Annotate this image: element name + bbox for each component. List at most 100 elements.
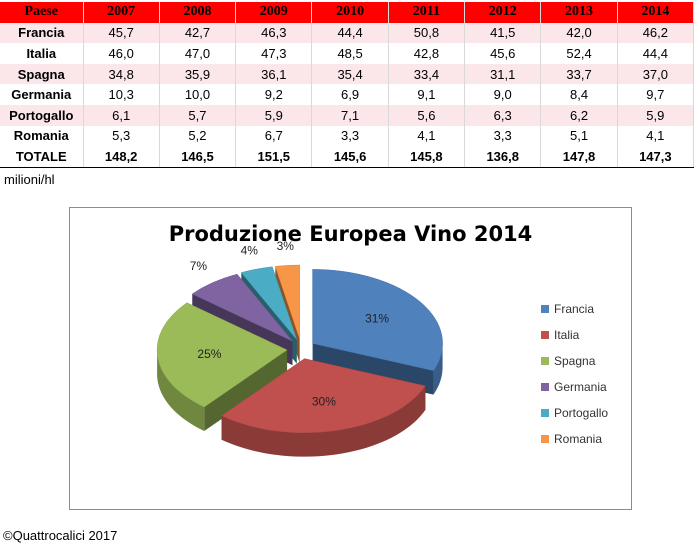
- pie-data-label: 30%: [312, 395, 336, 409]
- pie-data-label: 25%: [197, 347, 221, 361]
- pie-tops: [156, 264, 443, 433]
- table-cell: 47,0: [159, 43, 237, 64]
- table-row: Portogallo 6,1 5,7 5,9 7,1 5,6 6,3 6,2 5,9: [0, 104, 695, 126]
- table-cell: 3,3: [311, 125, 389, 147]
- table-header-row: Paese 2007 2008 2009 2010 2011 2012 2013…: [0, 2, 695, 23]
- table-cell: 5,6: [388, 104, 466, 126]
- table-cell: 5,2: [159, 125, 237, 147]
- table-cell: 4,1: [388, 125, 466, 147]
- chart-container: Produzione Europea Vino 2014 31% 30% 25% 7%…: [69, 207, 632, 510]
- table-cell: 9,0: [464, 84, 542, 105]
- table-cell: 33,7: [540, 63, 618, 85]
- header-2010: 2010: [311, 2, 389, 23]
- production-table: Paese 2007 2008 2009 2010 2011 2012 2013…: [0, 2, 695, 168]
- header-2014: 2014: [617, 2, 695, 23]
- table-total-row: TOTALE 148,2 146,5 151,5 145,6 145,8 136,8 147,…: [0, 146, 695, 168]
- table-cell: 6,2: [540, 104, 618, 126]
- table-cell: 5,9: [617, 104, 695, 126]
- table-cell: 45,6: [464, 43, 542, 64]
- pie-data-label: 7%: [190, 259, 208, 273]
- row-label: Francia: [0, 22, 84, 44]
- copyright-text: ©Quattrocalici 2017: [3, 528, 118, 543]
- table-cell: 146,5: [159, 146, 237, 168]
- pie-slice-romania: [274, 264, 300, 340]
- legend-label: Portogallo: [554, 406, 609, 420]
- table-cell: 5,9: [235, 104, 313, 126]
- pie-slice-side: [204, 349, 288, 431]
- table-cell: 42,0: [540, 22, 618, 44]
- legend-swatch: [541, 305, 549, 313]
- header-2007: 2007: [83, 2, 160, 23]
- unit-label: milioni/hl: [4, 172, 55, 187]
- header-2011: 2011: [388, 2, 466, 23]
- table-cell: 7,1: [311, 104, 389, 126]
- row-label: Italia: [0, 43, 84, 64]
- pie-data-label: 4%: [241, 243, 259, 257]
- table-cell: 9,7: [617, 84, 695, 105]
- table-row: Francia 45,7 42,7 46,3 44,4 50,8 41,5 42,0 46,2: [0, 22, 695, 44]
- table-cell: 5,3: [83, 125, 160, 147]
- table-cell: 6,9: [311, 84, 389, 105]
- header-2009: 2009: [235, 2, 313, 23]
- table-cell: 10,3: [83, 84, 160, 105]
- table-row: Germania 10,3 10,0 9,2 6,9 9,1 9,0 8,4 9,7: [0, 84, 695, 105]
- pie-slice-spagna: [156, 302, 288, 408]
- table-body: Francia 45,7 42,7 46,3 44,4 50,8 41,5 42,0 46,2 I…: [0, 22, 695, 168]
- table-cell: 47,3: [235, 43, 313, 64]
- table-cell: 44,4: [311, 22, 389, 44]
- table-cell: 41,5: [464, 22, 542, 44]
- table-cell: 5,7: [159, 104, 237, 126]
- pie-chart: 31% 30% 25% 7% 4% 3%: [156, 239, 443, 457]
- pie-slice-portogallo: [240, 266, 297, 340]
- pie-slice-wall: [221, 385, 426, 457]
- header-paese: Paese: [0, 2, 84, 23]
- table-cell: 46,2: [617, 22, 695, 44]
- header-2013: 2013: [540, 2, 618, 23]
- table-row: Romania 5,3 5,2 6,7 3,3 4,1 3,3 5,1 4,1: [0, 125, 695, 147]
- table-cell: 35,4: [311, 63, 389, 85]
- table-cell: 145,6: [311, 146, 389, 168]
- pie-slice-germania: [191, 273, 293, 342]
- pie-data-label: 31%: [365, 311, 389, 325]
- legend-swatch: [541, 435, 549, 443]
- table-cell: 45,7: [83, 22, 160, 44]
- row-label: Portogallo: [0, 104, 84, 126]
- table-cell: 37,0: [617, 63, 695, 85]
- table-cell: 46,0: [83, 43, 160, 64]
- table-cell: 9,1: [388, 84, 466, 105]
- table-cell: 9,2: [235, 84, 313, 105]
- row-label: Spagna: [0, 63, 84, 85]
- table-cell: 46,3: [235, 22, 313, 44]
- header-2012: 2012: [464, 2, 542, 23]
- table-cell: 3,3: [464, 125, 542, 147]
- row-label: Romania: [0, 125, 84, 147]
- table-cell: 6,3: [464, 104, 542, 126]
- table-row: Italia 46,0 47,0 47,3 48,5 42,8 45,6 52,4 44,4: [0, 43, 695, 64]
- table-cell: 35,9: [159, 63, 237, 85]
- table-cell: 147,3: [617, 146, 695, 168]
- legend-swatch: [541, 409, 549, 417]
- legend-label: Romania: [554, 432, 603, 446]
- table-cell: 6,1: [83, 104, 160, 126]
- table-cell: 136,8: [464, 146, 542, 168]
- table-row: Spagna 34,8 35,9 36,1 35,4 33,4 31,1 33,7 37,0: [0, 63, 695, 85]
- table-cell: 33,4: [388, 63, 466, 85]
- header-2008: 2008: [159, 2, 237, 23]
- legend-swatch: [541, 357, 549, 365]
- table-cell: 151,5: [235, 146, 313, 168]
- table-cell: 48,5: [311, 43, 389, 64]
- pie-slice-italia: [221, 358, 426, 433]
- table-cell: 148,2: [83, 146, 160, 168]
- table-cell: 36,1: [235, 63, 313, 85]
- legend-label: Francia: [554, 302, 595, 316]
- table-cell: 147,8: [540, 146, 618, 168]
- table-cell: 5,1: [540, 125, 618, 147]
- table-cell: 52,4: [540, 43, 618, 64]
- legend-label: Germania: [554, 380, 607, 394]
- chart-title: Produzione Europea Vino 2014: [168, 222, 533, 246]
- table-cell: 145,8: [388, 146, 466, 168]
- table-cell: 4,1: [617, 125, 695, 147]
- table-cell: 44,4: [617, 43, 695, 64]
- pie-data-label: 3%: [277, 239, 295, 253]
- legend-swatch: [541, 383, 549, 391]
